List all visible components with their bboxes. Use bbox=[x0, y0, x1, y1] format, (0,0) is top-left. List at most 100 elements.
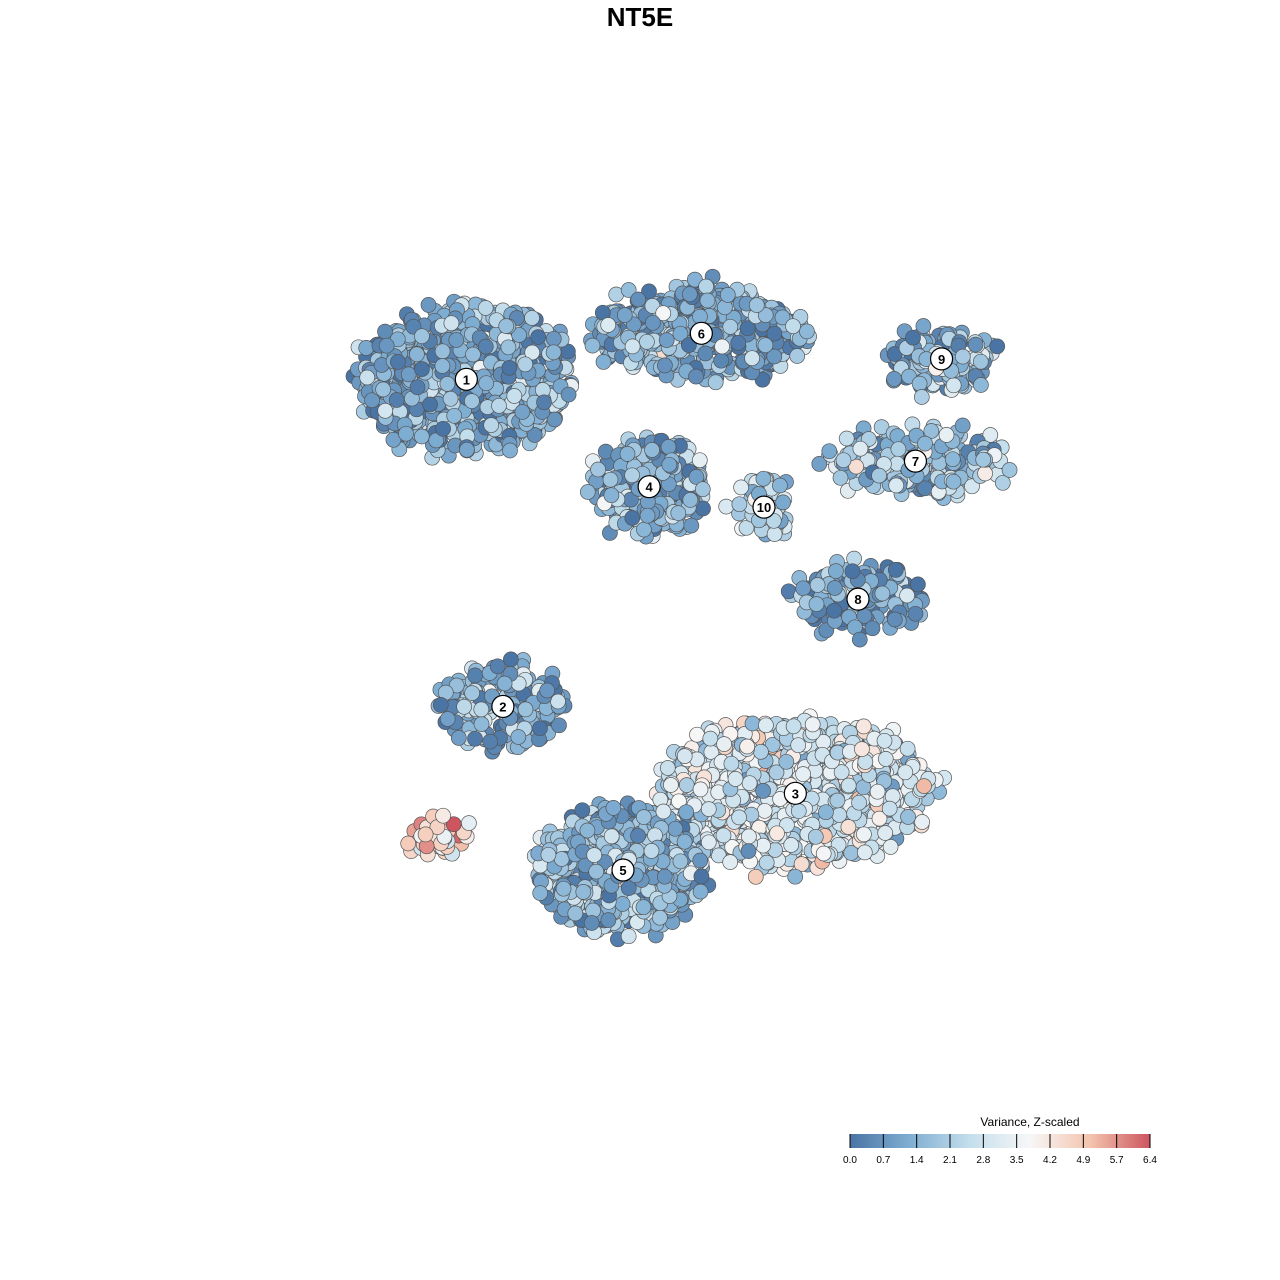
cell-point bbox=[848, 458, 864, 475]
cell-point bbox=[553, 851, 570, 867]
cluster-label-4: 4 bbox=[637, 475, 661, 499]
cell-point bbox=[769, 825, 785, 842]
cell-point bbox=[682, 492, 699, 508]
cell-point bbox=[692, 781, 709, 798]
legend-title: Variance, Z-scaled bbox=[980, 1115, 1079, 1129]
cell-point bbox=[434, 343, 451, 360]
cell-point bbox=[635, 809, 652, 825]
cell-point bbox=[790, 737, 807, 754]
cell-point bbox=[643, 843, 660, 859]
cell-point bbox=[854, 741, 870, 757]
cell-point bbox=[700, 834, 717, 851]
cell-point bbox=[510, 729, 527, 745]
cell-point bbox=[755, 470, 772, 487]
cell-point bbox=[741, 775, 758, 792]
cell-point bbox=[785, 318, 801, 335]
cell-point bbox=[364, 392, 380, 409]
cell-point bbox=[900, 809, 916, 825]
cell-point bbox=[545, 344, 562, 361]
cell-point bbox=[620, 282, 637, 298]
cluster-label-text: 5 bbox=[619, 863, 626, 878]
cell-point bbox=[689, 726, 705, 743]
cell-point bbox=[855, 718, 872, 735]
cell-point bbox=[757, 307, 774, 323]
cell-point bbox=[526, 427, 543, 443]
cluster-label-text: 1 bbox=[463, 372, 470, 387]
legend-tick-label: 2.1 bbox=[943, 1155, 957, 1166]
cell-point bbox=[702, 730, 719, 747]
cell-point bbox=[881, 800, 898, 817]
cell-point bbox=[914, 814, 930, 830]
legend-tick-label: 3.5 bbox=[1010, 1155, 1024, 1166]
cell-point bbox=[532, 885, 549, 901]
cell-point bbox=[567, 905, 584, 922]
cell-point bbox=[536, 394, 552, 411]
cell-point bbox=[400, 366, 417, 383]
cell-point bbox=[546, 411, 563, 428]
cluster-label-text: 10 bbox=[757, 500, 771, 515]
cell-point bbox=[420, 297, 437, 313]
cell-point bbox=[945, 377, 962, 394]
cell-point bbox=[722, 318, 739, 335]
cluster-label-2: 2 bbox=[491, 694, 515, 719]
cell-point bbox=[672, 325, 689, 342]
cell-point bbox=[756, 802, 773, 819]
cell-point bbox=[815, 845, 832, 862]
cell-point bbox=[624, 467, 640, 484]
cell-point bbox=[532, 720, 548, 737]
cell-point bbox=[434, 358, 451, 374]
legend-tick-label: 4.2 bbox=[1043, 1155, 1057, 1166]
cell-point bbox=[498, 318, 515, 334]
cell-point bbox=[907, 605, 924, 622]
cell-point bbox=[517, 701, 534, 718]
cell-point bbox=[398, 425, 414, 442]
cell-point bbox=[524, 344, 541, 361]
cell-point bbox=[388, 392, 405, 408]
cell-point bbox=[954, 348, 971, 365]
cell-point bbox=[636, 521, 652, 538]
cell-point bbox=[994, 474, 1011, 491]
cell-point bbox=[838, 430, 855, 447]
cell-point bbox=[450, 730, 467, 746]
cell-point bbox=[491, 397, 507, 414]
cell-point bbox=[477, 338, 494, 355]
cell-point bbox=[657, 357, 673, 374]
cell-point bbox=[630, 827, 646, 844]
cluster-label-text: 7 bbox=[912, 454, 919, 469]
cell-point bbox=[448, 332, 465, 348]
cell-point bbox=[400, 835, 417, 852]
cell-point bbox=[655, 803, 672, 820]
cell-point bbox=[655, 305, 672, 322]
legend-tick-label: 0.7 bbox=[876, 1155, 890, 1166]
cell-point bbox=[739, 320, 756, 337]
cell-point bbox=[964, 478, 980, 495]
cluster-label-6: 6 bbox=[689, 321, 713, 345]
cell-point bbox=[713, 352, 730, 369]
cell-point bbox=[744, 350, 760, 367]
cell-point bbox=[676, 748, 693, 764]
legend-tick-label: 6.4 bbox=[1143, 1155, 1157, 1166]
cell-point bbox=[661, 456, 678, 473]
cell-point bbox=[465, 346, 481, 363]
cell-point bbox=[886, 371, 902, 387]
cell-point bbox=[795, 580, 812, 597]
cell-point bbox=[624, 338, 641, 355]
cell-point bbox=[753, 743, 769, 760]
legend-colorbar bbox=[850, 1134, 1150, 1148]
legend-tick-label: 5.7 bbox=[1110, 1155, 1124, 1166]
cell-point bbox=[882, 839, 899, 855]
cell-point bbox=[733, 479, 749, 496]
cell-point bbox=[575, 884, 592, 900]
cluster-label-10: 10 bbox=[752, 495, 776, 519]
cell-point bbox=[603, 487, 620, 504]
color-legend: Variance, Z-scaled 0.0 0.7 1.4 2.1 2.8 3.5 4.2… bbox=[843, 1115, 1157, 1166]
cell-point bbox=[676, 833, 693, 850]
cell-point bbox=[595, 354, 612, 370]
cell-point bbox=[809, 577, 826, 593]
cell-point bbox=[506, 388, 523, 404]
cell-point bbox=[890, 441, 907, 458]
cell-point bbox=[731, 809, 747, 826]
cell-point bbox=[799, 323, 815, 340]
cell-point bbox=[871, 467, 887, 484]
cell-point bbox=[678, 804, 695, 821]
